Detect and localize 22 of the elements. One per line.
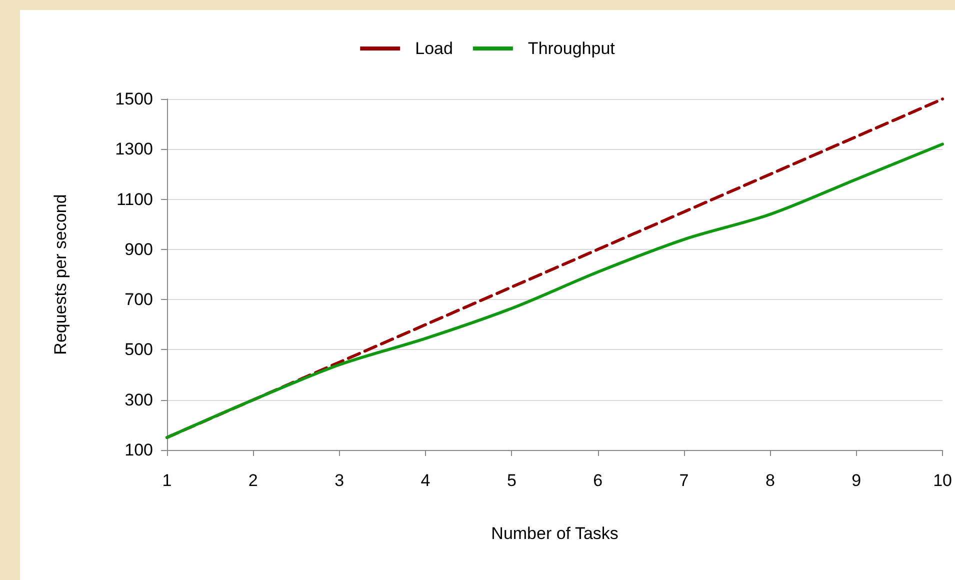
- x-tick-label: 4: [420, 471, 430, 490]
- y-tick-label: 1100: [116, 190, 153, 209]
- x-axis-title: Number of Tasks: [491, 524, 618, 543]
- legend-label: Load: [415, 39, 453, 58]
- y-tick-label: 1300: [115, 140, 153, 159]
- x-tick-label: 3: [334, 471, 344, 490]
- y-tick-label: 1500: [115, 90, 153, 108]
- x-tick-label: 7: [679, 471, 689, 490]
- y-tick-label: 500: [124, 340, 153, 360]
- x-tick-label: 10: [933, 471, 952, 490]
- x-tick-label: 9: [852, 471, 862, 490]
- x-tick-label: 1: [162, 471, 172, 490]
- legend-label: Throughput: [528, 39, 616, 58]
- x-tick-label: 2: [248, 471, 258, 490]
- y-tick-label: 300: [124, 390, 153, 410]
- x-tick-label: 5: [506, 471, 516, 490]
- y-axis-title: Requests per second: [51, 194, 70, 355]
- y-tick-label: 700: [124, 290, 153, 310]
- x-tick-label: 8: [765, 471, 775, 490]
- x-tick-label: 6: [593, 471, 603, 490]
- y-tick-label: 900: [124, 240, 153, 259]
- y-tick-label: 100: [124, 440, 153, 460]
